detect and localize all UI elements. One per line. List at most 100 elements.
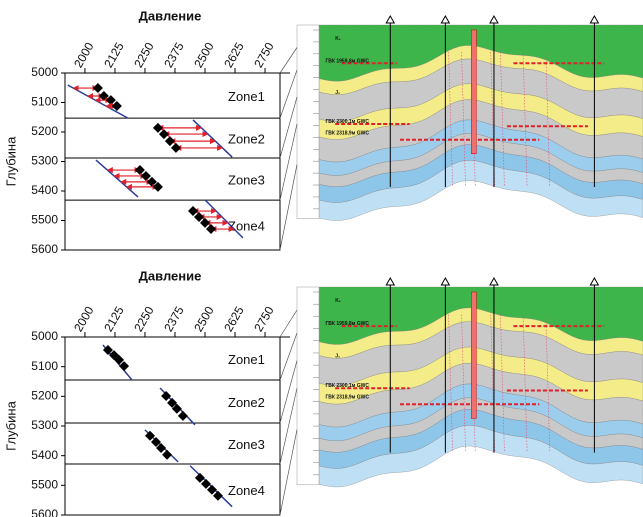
zone-label: Zone4 [228, 483, 265, 498]
well-pillar [471, 291, 477, 419]
pressure-point [161, 391, 172, 402]
layer [318, 425, 643, 488]
y-tick-label: 5100 [31, 95, 58, 109]
well-head [385, 276, 396, 286]
pressure-point [102, 345, 113, 356]
x-tick-label: 2250 [131, 40, 157, 70]
fault [448, 314, 453, 453]
x-tick-label: 2000 [71, 40, 97, 70]
pressure-point [105, 95, 116, 106]
pressure-point [187, 206, 198, 217]
fault [500, 314, 505, 453]
layer [318, 160, 643, 221]
pressure-point [119, 361, 130, 372]
well-head [589, 276, 600, 286]
y-tick-label: 5000 [31, 65, 58, 79]
y-tick-label: 5400 [31, 183, 58, 197]
pressure-point [145, 430, 156, 441]
pressure-point [199, 217, 210, 228]
connector [279, 96, 298, 159]
well-head [489, 276, 499, 286]
pressure-point [205, 224, 216, 235]
zone-label: Zone4 [228, 219, 265, 234]
y-axis-title: Глубина [3, 400, 18, 450]
section-label: J₁ [335, 353, 340, 359]
pressure-point [170, 142, 181, 153]
x-tick-label: 2750 [251, 40, 277, 70]
y-tick-label: 5300 [31, 418, 58, 432]
pressure-point [193, 211, 204, 222]
pressure-point [92, 83, 103, 94]
connector [279, 123, 298, 201]
zone-label: Zone1 [228, 352, 265, 367]
zone-label: Zone3 [228, 172, 265, 187]
y-tick-label: 5100 [31, 359, 58, 373]
section-label: ГВК 2318,9м GWC [325, 130, 369, 136]
pressure-point [114, 354, 125, 365]
y-axis-title: Глубина [3, 136, 18, 186]
connector [279, 360, 298, 424]
y-tick-label: 5000 [31, 329, 58, 343]
section-axis [296, 24, 320, 219]
cross-section: K₁ J₁ ГВК 1959,8м GWC ГВК 2300,1м GWC ГВК 23… [296, 14, 643, 250]
section-label: K₁ [335, 298, 341, 304]
y-tick-label: 5600 [31, 242, 58, 256]
pressure-point [194, 472, 205, 483]
section-label: K₁ [335, 36, 341, 42]
connector [279, 388, 298, 465]
x-tick-label: 2125 [101, 304, 127, 334]
section-label: ГВК 1959,8м GWC [325, 58, 369, 64]
connector [279, 69, 298, 119]
zone-label: Zone2 [228, 131, 265, 146]
pressure-point [212, 490, 223, 501]
pressure-point [200, 478, 211, 489]
pressure-point [156, 442, 167, 453]
chart-title: Давление [139, 8, 202, 23]
zone-label: Zone1 [228, 89, 265, 104]
gradient-line [95, 159, 139, 198]
x-tick-label: 2375 [161, 304, 187, 334]
fault [545, 314, 551, 453]
y-tick-label: 5200 [31, 389, 58, 403]
y-tick-label: 5500 [31, 478, 58, 492]
x-tick-label: 2500 [191, 40, 217, 70]
pressure-point [171, 403, 182, 414]
chart-title: Давление [139, 268, 202, 283]
x-tick-label: 2000 [71, 304, 97, 334]
section-label: ГВК 1959,8м GWC [325, 321, 369, 327]
well-head [489, 14, 499, 24]
y-tick-label: 5600 [31, 507, 58, 517]
pressure-point [167, 397, 178, 408]
zone-label: Zone2 [228, 395, 265, 410]
pressure-point [152, 122, 163, 133]
fault [461, 314, 466, 453]
pressure-point [152, 181, 163, 192]
section-label: ГВК 2318,9м GWC [325, 395, 369, 401]
section-label: ГВК 2300,1м GWC [325, 119, 369, 125]
pressure-point [158, 129, 169, 140]
y-tick-label: 5300 [31, 154, 58, 168]
connector [279, 332, 298, 381]
connector [279, 47, 298, 74]
pressure-point [134, 165, 145, 176]
x-tick-label: 2125 [101, 40, 127, 70]
connector [279, 429, 298, 516]
x-tick-label: 2625 [221, 304, 247, 334]
pressure-point [151, 437, 162, 448]
section-label: ГВК 2300,1м GWC [325, 383, 369, 389]
well-head [440, 14, 451, 24]
connector [279, 164, 298, 251]
x-tick-label: 2500 [191, 304, 217, 334]
zone-label: Zone3 [228, 437, 265, 452]
gradient-line [204, 199, 244, 239]
pressure-point [206, 484, 217, 495]
y-tick-label: 5200 [31, 124, 58, 138]
x-tick-label: 2250 [131, 304, 157, 334]
well-head [440, 276, 451, 286]
pressure-point [140, 170, 151, 181]
gradient-line [192, 119, 233, 158]
pressure-point [177, 410, 188, 421]
cross-section: K₁ J₁ ГВК 1959,8м GWC ГВК 2300,1м GWC ГВК 23… [296, 276, 643, 517]
x-tick-label: 2375 [161, 40, 187, 70]
